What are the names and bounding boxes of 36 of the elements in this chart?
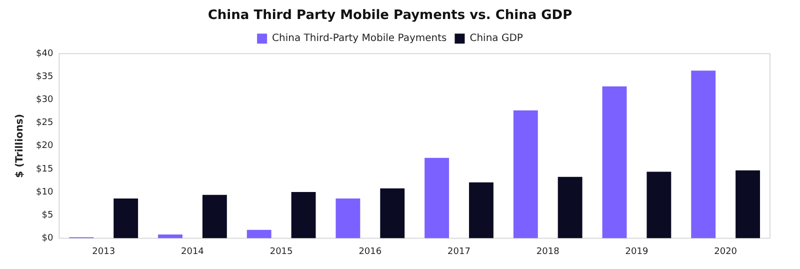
y-tick-label: $30 <box>36 95 54 106</box>
bar <box>602 86 627 238</box>
bar <box>291 192 316 238</box>
bar <box>424 158 450 238</box>
y-tick-label: $15 <box>36 164 54 174</box>
y-tick-label: $5 <box>42 210 54 220</box>
legend-label: China Third-Party Mobile Payments <box>272 33 447 44</box>
bar <box>736 170 760 238</box>
chart-title: China Third Party Mobile Payments vs. China GDP <box>208 8 572 24</box>
bar <box>646 172 672 238</box>
bar <box>158 234 182 238</box>
bar <box>691 70 716 238</box>
x-tick-label: 2016 <box>358 246 382 257</box>
x-tick-label: 2019 <box>625 246 648 257</box>
bar <box>513 110 538 238</box>
y-tick-label: $0 <box>42 234 54 244</box>
bar <box>202 194 227 238</box>
x-tick-label: 2014 <box>181 246 204 257</box>
y-tick-label: $20 <box>36 141 54 152</box>
y-axis-title: $ (Trillions) <box>14 114 26 178</box>
y-tick-label: $35 <box>36 72 54 82</box>
x-tick-label: 2020 <box>714 246 738 257</box>
bar <box>469 182 494 238</box>
bar <box>558 176 582 238</box>
x-tick-label: 2015 <box>270 246 293 257</box>
bar <box>114 198 138 238</box>
x-tick-label: 2017 <box>448 246 470 257</box>
bar <box>336 198 360 238</box>
y-tick-label: $25 <box>36 118 54 128</box>
y-tick-label: $40 <box>36 48 54 59</box>
legend-label: China GDP <box>470 33 523 44</box>
bar <box>246 230 272 238</box>
x-tick-label: 2018 <box>536 246 560 257</box>
x-tick-label: 2013 <box>92 246 116 257</box>
y-tick-label: $10 <box>36 187 54 198</box>
bar <box>380 188 405 238</box>
